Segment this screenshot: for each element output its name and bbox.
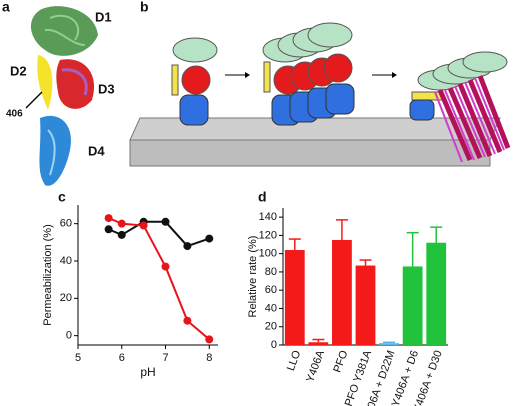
domain-label: D1 xyxy=(95,9,112,24)
x-tick-label: 6 xyxy=(119,352,125,364)
y-tick-label: 40 xyxy=(265,302,277,314)
domain-label: D3 xyxy=(98,81,115,96)
domain-label: D2 xyxy=(10,63,27,78)
x-tick-label: PFO xyxy=(331,349,350,375)
point xyxy=(183,316,192,325)
point xyxy=(205,335,214,344)
point xyxy=(104,225,113,234)
y-tick-label: 0 xyxy=(271,339,277,351)
bar xyxy=(355,265,376,345)
x-tick-label: 8 xyxy=(206,352,212,364)
y-tick-label: 100 xyxy=(259,248,277,260)
pore-diagram xyxy=(129,22,511,167)
residue-label: 406 xyxy=(6,109,23,120)
x-axis-label: pH xyxy=(140,365,155,379)
point xyxy=(183,242,192,251)
y-tick-label: 20 xyxy=(265,321,277,333)
bar xyxy=(308,342,329,345)
y-tick-label: 40 xyxy=(60,255,72,267)
panel-letter: d xyxy=(258,189,267,205)
y-tick-label: 60 xyxy=(265,284,277,296)
panel-letter: c xyxy=(58,189,66,205)
x-tick-label: LLO xyxy=(285,349,304,373)
point xyxy=(117,219,126,228)
point xyxy=(139,221,148,230)
x-tick-label: 5 xyxy=(75,352,81,364)
bar xyxy=(284,250,305,345)
protein-structure xyxy=(30,6,99,186)
y-tick-label: 120 xyxy=(259,229,277,241)
panel-letter: b xyxy=(140,0,149,15)
domain-label: D4 xyxy=(88,143,105,158)
bar xyxy=(379,343,399,345)
x-tick-label: Y406A xyxy=(304,348,327,384)
point xyxy=(117,230,126,239)
panel-letter: a xyxy=(2,0,10,15)
y-tick-label: 140 xyxy=(259,211,277,223)
point xyxy=(161,262,170,271)
bar xyxy=(426,242,447,345)
y-axis-label: Relative rate (%) xyxy=(247,236,259,318)
y-tick-label: 80 xyxy=(265,266,277,278)
bar xyxy=(332,239,352,345)
y-axis-label: Permeabilization (%) xyxy=(42,224,54,325)
point xyxy=(104,214,113,223)
point xyxy=(161,217,170,226)
y-tick-label: 20 xyxy=(60,292,72,304)
arrow xyxy=(25,91,43,109)
y-tick-label: 0 xyxy=(66,330,72,342)
bar xyxy=(402,266,423,345)
x-tick-label: 7 xyxy=(162,352,168,364)
point xyxy=(205,234,214,243)
y-tick-label: 60 xyxy=(60,218,72,230)
